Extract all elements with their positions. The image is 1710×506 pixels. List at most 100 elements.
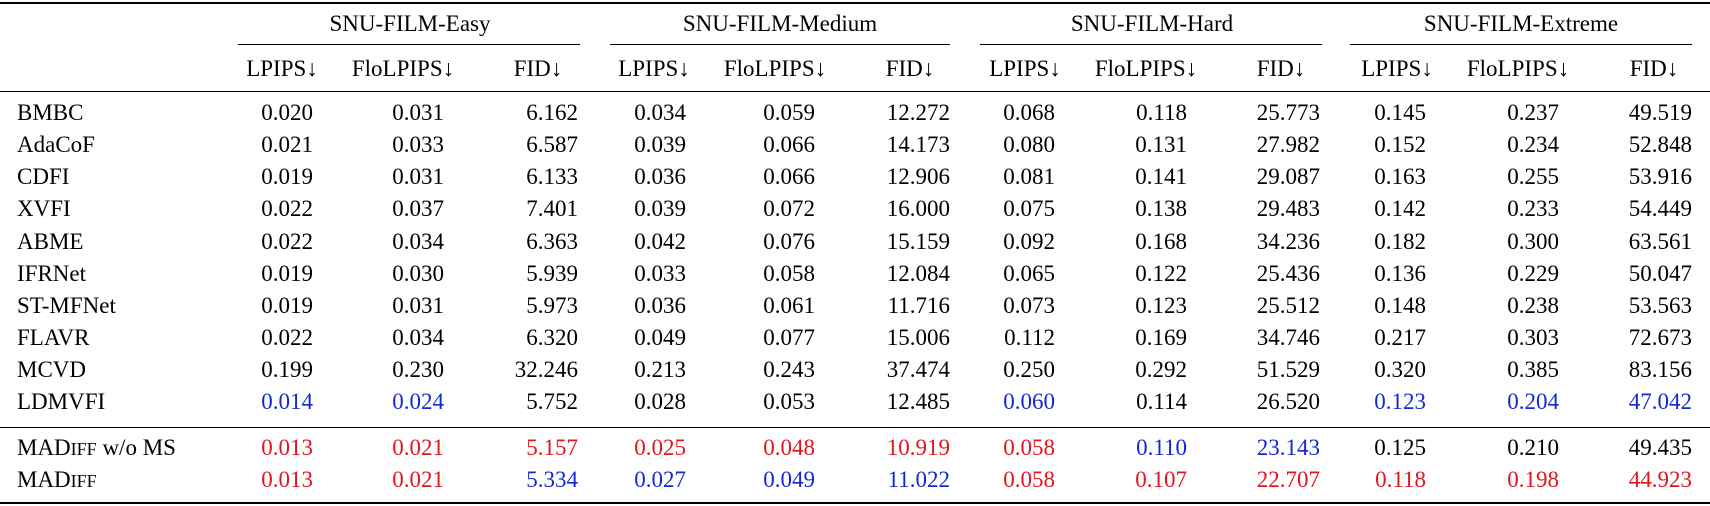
table-cell: 0.320 <box>1374 357 1426 382</box>
table-cell: 5.157 <box>526 435 578 460</box>
mid-rule <box>0 427 1710 428</box>
method-label: XVFI <box>17 194 71 224</box>
group-header-4: SNU-FILM-Extreme <box>1423 11 1619 36</box>
table-cell: 0.034 <box>392 325 444 350</box>
table-cell: 0.234 <box>1507 132 1559 157</box>
method-name-suffix: w/o MS <box>96 435 176 460</box>
table-cell: 0.080 <box>1003 132 1055 157</box>
table-cell: 0.131 <box>1135 132 1187 157</box>
method-name: ABME <box>17 229 84 254</box>
table-cell: 0.061 <box>763 293 815 318</box>
method-name-smallcaps: IFF <box>70 471 97 491</box>
group-underline-3 <box>980 44 1322 45</box>
metric-header-7: LPIPS↓ <box>989 56 1061 81</box>
table-cell: 0.292 <box>1135 357 1187 382</box>
metric-header-10: LPIPS↓ <box>1361 56 1433 81</box>
metric-header-9: FID↓ <box>1256 56 1306 81</box>
method-label: MCVD <box>17 355 86 385</box>
method-name: FLAVR <box>17 325 90 350</box>
method-name: BMBC <box>17 100 84 125</box>
table-cell: 0.033 <box>392 132 444 157</box>
table-cell: 53.563 <box>1628 293 1692 318</box>
table-cell: 0.385 <box>1507 357 1559 382</box>
table-cell: 0.230 <box>392 357 444 382</box>
table-cell: 0.076 <box>763 229 815 254</box>
table-cell: 25.512 <box>1256 293 1320 318</box>
table-cell: 0.066 <box>763 132 815 157</box>
table-cell: 0.059 <box>763 100 815 125</box>
table-cell: 11.022 <box>887 467 950 492</box>
table-cell: 0.075 <box>1003 196 1055 221</box>
group-underline-1 <box>238 44 580 45</box>
table-cell: 72.673 <box>1628 325 1692 350</box>
metric-header-11: FloLPIPS↓ <box>1466 56 1570 81</box>
table-cell: 26.520 <box>1256 389 1320 414</box>
table-cell: 0.021 <box>392 467 444 492</box>
table-cell: 0.118 <box>1136 100 1187 125</box>
method-name-smallcaps: IFF <box>70 439 97 459</box>
metric-header-4: LPIPS↓ <box>618 56 690 81</box>
table-cell: 0.053 <box>763 389 815 414</box>
table-cell: 0.243 <box>763 357 815 382</box>
table-cell: 15.159 <box>886 229 950 254</box>
method-name: CDFI <box>17 164 70 189</box>
table-cell: 23.143 <box>1256 435 1320 460</box>
top-rule <box>0 2 1710 4</box>
method-label: CDFI <box>17 162 69 192</box>
table-cell: 0.204 <box>1507 389 1559 414</box>
table-cell: 51.529 <box>1256 357 1320 382</box>
table-cell: 44.923 <box>1628 467 1692 492</box>
metric-header-3: FID↓ <box>513 56 563 81</box>
table-cell: 0.028 <box>634 389 686 414</box>
table-cell: 0.036 <box>634 293 686 318</box>
header-rule <box>0 91 1710 92</box>
table-cell: 52.848 <box>1628 132 1692 157</box>
table-cell: 0.022 <box>261 325 313 350</box>
group-header-1: SNU-FILM-Easy <box>329 11 491 36</box>
table-cell: 0.049 <box>763 467 815 492</box>
table-cell: 0.058 <box>763 261 815 286</box>
table-cell: 0.148 <box>1374 293 1426 318</box>
method-label: MADIFF w/o MS <box>17 433 176 464</box>
table-cell: 0.065 <box>1003 261 1055 286</box>
table-cell: 34.236 <box>1256 229 1320 254</box>
table-cell: 6.320 <box>526 325 578 350</box>
metric-header-8: FloLPIPS↓ <box>1094 56 1198 81</box>
table-cell: 0.210 <box>1507 435 1559 460</box>
table-cell: 14.173 <box>886 132 950 157</box>
table-cell: 0.122 <box>1135 261 1187 286</box>
method-name: ST-MFNet <box>17 293 116 318</box>
table-cell: 0.138 <box>1135 196 1187 221</box>
table-cell: 0.123 <box>1135 293 1187 318</box>
group-underline-4 <box>1350 44 1692 45</box>
table-cell: 0.019 <box>261 261 313 286</box>
table-cell: 0.182 <box>1374 229 1426 254</box>
table-cell: 25.773 <box>1256 100 1320 125</box>
table-cell: 83.156 <box>1628 357 1692 382</box>
table-cell: 0.021 <box>392 435 444 460</box>
group-header-3: SNU-FILM-Hard <box>1070 11 1234 36</box>
table-cell: 0.030 <box>392 261 444 286</box>
table-cell: 0.169 <box>1135 325 1187 350</box>
table-cell: 49.519 <box>1628 100 1692 125</box>
table-cell: 6.133 <box>526 164 578 189</box>
metric-header-1: LPIPS↓ <box>246 56 318 81</box>
table-cell: 0.199 <box>261 357 313 382</box>
table-cell: 0.068 <box>1003 100 1055 125</box>
table-cell: 5.973 <box>526 293 578 318</box>
table-cell: 11.716 <box>887 293 950 318</box>
table-cell: 0.163 <box>1374 164 1426 189</box>
table-cell: 0.013 <box>261 435 313 460</box>
method-label: BMBC <box>17 98 83 128</box>
table-cell: 54.449 <box>1628 196 1692 221</box>
table-cell: 0.058 <box>1003 435 1055 460</box>
table-cell: 0.118 <box>1375 467 1426 492</box>
table-cell: 63.561 <box>1628 229 1692 254</box>
metric-header-5: FloLPIPS↓ <box>723 56 827 81</box>
table-cell: 6.363 <box>526 229 578 254</box>
table-cell: 0.049 <box>634 325 686 350</box>
table-cell: 12.906 <box>886 164 950 189</box>
table-cell: 0.048 <box>763 435 815 460</box>
table-cell: 0.033 <box>634 261 686 286</box>
method-name: XVFI <box>17 196 71 221</box>
